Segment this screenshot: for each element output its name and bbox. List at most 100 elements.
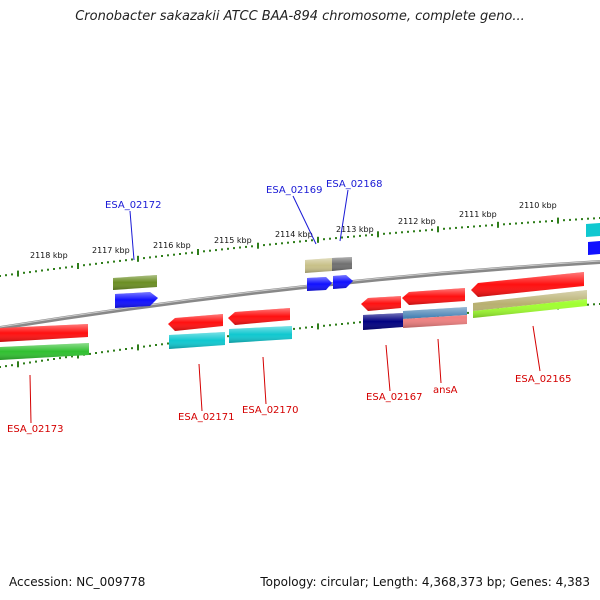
gene-label[interactable]: ESA_02165 (515, 374, 572, 385)
minor-tick (119, 348, 121, 351)
accession-text: Accession: NC_009778 (9, 575, 146, 589)
major-tick (17, 270, 19, 277)
minor-tick (41, 269, 43, 272)
gene-esa-02171[interactable] (168, 314, 225, 349)
minor-tick (29, 361, 31, 364)
minor-tick (425, 229, 427, 232)
minor-tick (161, 255, 163, 257)
minor-tick (59, 357, 61, 360)
minor-tick (203, 250, 205, 253)
leader-line (292, 195, 317, 245)
minor-tick (383, 232, 385, 235)
minor-tick (533, 221, 535, 224)
minor-tick (113, 260, 115, 263)
gene-label[interactable]: ESA_02171 (178, 412, 235, 423)
minor-tick (143, 345, 145, 348)
minor-tick (251, 245, 253, 248)
minor-tick (5, 274, 7, 277)
gene-label[interactable]: ansA (433, 385, 458, 396)
minor-tick (467, 311, 469, 314)
minor-tick (581, 218, 583, 221)
ruler-label: 2115 kbp (214, 236, 252, 245)
genome-backbone (0, 260, 600, 330)
minor-tick (593, 217, 595, 220)
leader-line (129, 210, 135, 261)
gene-esa-02167[interactable] (361, 296, 403, 330)
minor-tick (35, 270, 37, 273)
minor-tick (275, 242, 277, 245)
gene-label[interactable]: ESA_02167 (366, 392, 423, 403)
minor-tick (305, 326, 307, 329)
ruler-label: 2118 kbp (30, 251, 68, 260)
minor-tick (167, 254, 169, 257)
gene-label[interactable]: ESA_02168 (326, 179, 383, 190)
minor-tick (401, 231, 403, 234)
gene-edge-right[interactable] (586, 223, 600, 255)
gene-label[interactable]: ESA_02173 (7, 424, 64, 435)
minor-tick (263, 244, 265, 247)
minor-tick (173, 253, 175, 256)
minor-tick (341, 236, 343, 239)
gene-esa-02170[interactable] (228, 308, 292, 343)
minor-tick (365, 234, 367, 237)
gene-ansa[interactable] (402, 288, 467, 328)
minor-tick (329, 324, 331, 327)
minor-tick (359, 321, 361, 324)
major-tick (257, 242, 259, 249)
minor-tick (155, 255, 157, 258)
minor-tick (0, 366, 1, 368)
minor-tick (575, 218, 577, 221)
minor-tick (347, 322, 349, 325)
minor-tick (179, 253, 181, 255)
minor-tick (119, 259, 121, 262)
minor-tick (233, 247, 235, 250)
minor-tick (395, 231, 397, 234)
minor-tick (161, 343, 163, 346)
minor-tick (503, 223, 505, 226)
minor-tick (113, 349, 115, 352)
gene-label[interactable]: ESA_02169 (266, 185, 323, 196)
major-tick (137, 344, 139, 351)
gene-esa-02169[interactable] (305, 258, 332, 291)
major-tick (137, 255, 139, 262)
minor-tick (155, 344, 157, 346)
major-tick (377, 231, 379, 238)
major-tick (317, 323, 319, 330)
gene-esa-02172[interactable] (113, 275, 158, 308)
minor-tick (467, 226, 469, 228)
gene-esa-02165[interactable] (471, 272, 587, 318)
minor-tick (95, 262, 97, 265)
major-tick (77, 263, 79, 269)
minor-tick (287, 241, 289, 244)
minor-tick (101, 351, 103, 354)
minor-tick (209, 249, 211, 252)
ruler-label: 2112 kbp (398, 217, 436, 226)
leader-line (198, 363, 203, 412)
minor-tick (431, 228, 433, 231)
gene-label[interactable]: ESA_02172 (105, 200, 162, 211)
minor-tick (11, 273, 13, 276)
major-tick (317, 236, 319, 243)
leader-line (532, 325, 541, 372)
outer-tick-row (0, 217, 600, 277)
major-tick (557, 217, 559, 224)
minor-tick (35, 360, 37, 363)
minor-tick (473, 225, 475, 228)
minor-tick (47, 268, 49, 271)
minor-tick (449, 227, 451, 230)
minor-tick (227, 247, 229, 250)
gene-esa-02173[interactable] (0, 324, 89, 360)
minor-tick (371, 233, 373, 236)
minor-tick (389, 232, 391, 235)
minor-tick (23, 271, 25, 274)
minor-tick (41, 359, 43, 362)
minor-tick (5, 365, 7, 368)
leader-line (385, 344, 391, 392)
minor-tick (0, 275, 1, 277)
minor-tick (281, 242, 283, 245)
minor-tick (125, 348, 127, 350)
gene-label[interactable]: ESA_02170 (242, 405, 299, 416)
minor-tick (59, 267, 61, 270)
gene-esa-02168[interactable] (332, 257, 353, 289)
minor-tick (311, 239, 313, 242)
